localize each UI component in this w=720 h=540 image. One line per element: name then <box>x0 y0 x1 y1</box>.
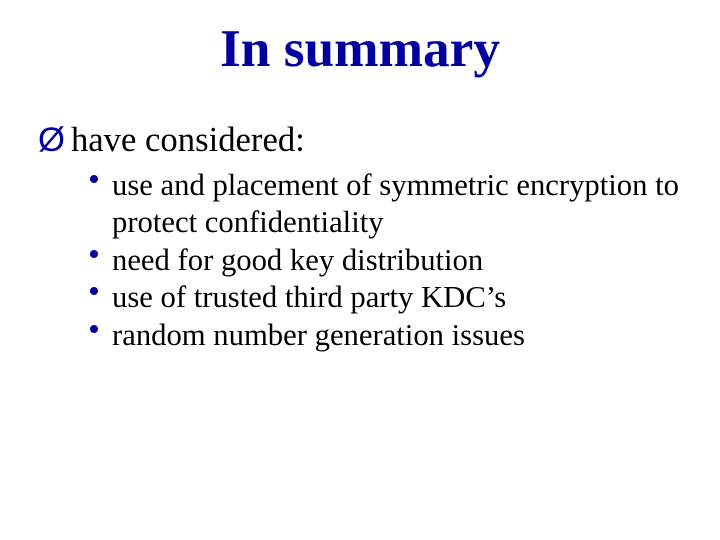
arrow-bullet-icon: Ø <box>38 120 65 161</box>
bullet-level2-item: random number generation issues <box>90 317 690 354</box>
slide-content: Ø have considered: use and placement of … <box>38 120 690 354</box>
bullet-level1-item: Ø have considered: <box>38 120 690 161</box>
bullet-level2-text: use and placement of symmetric encryptio… <box>112 167 690 242</box>
slide: In summary Ø have considered: use and pl… <box>0 0 720 540</box>
bullet-level2-text: need for good key distribution <box>112 242 690 279</box>
bullet-level2-text: use of trusted third party KDC’s <box>112 279 690 316</box>
bullet-level2-item: use of trusted third party KDC’s <box>90 279 690 316</box>
bullet-level2-item: use and placement of symmetric encryptio… <box>90 167 690 242</box>
bullet-level2-text: random number generation issues <box>112 317 690 354</box>
dot-bullet-icon <box>90 279 112 301</box>
dot-bullet-icon <box>90 317 112 339</box>
slide-title: In summary <box>0 0 720 79</box>
bullet-level1-text: have considered: <box>71 120 305 161</box>
dot-bullet-icon <box>90 242 112 264</box>
dot-bullet-icon <box>90 167 112 189</box>
bullet-level2-group: use and placement of symmetric encryptio… <box>90 167 690 354</box>
bullet-level2-item: need for good key distribution <box>90 242 690 279</box>
